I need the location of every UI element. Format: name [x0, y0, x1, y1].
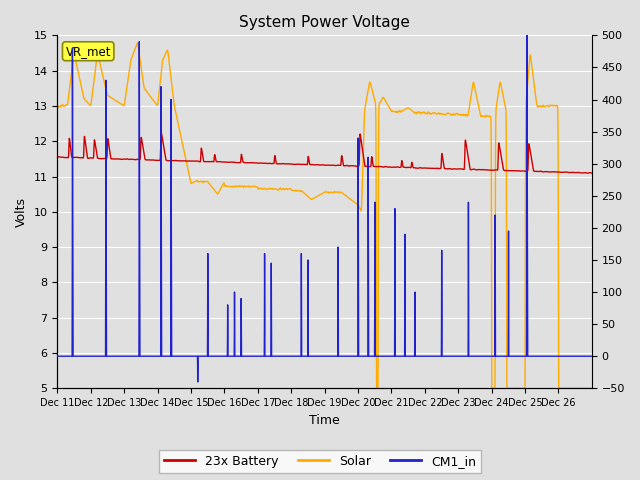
- Y-axis label: Volts: Volts: [15, 197, 28, 227]
- Title: System Power Voltage: System Power Voltage: [239, 15, 410, 30]
- Text: VR_met: VR_met: [65, 45, 111, 58]
- X-axis label: Time: Time: [309, 414, 340, 427]
- Legend: 23x Battery, Solar, CM1_in: 23x Battery, Solar, CM1_in: [159, 450, 481, 473]
